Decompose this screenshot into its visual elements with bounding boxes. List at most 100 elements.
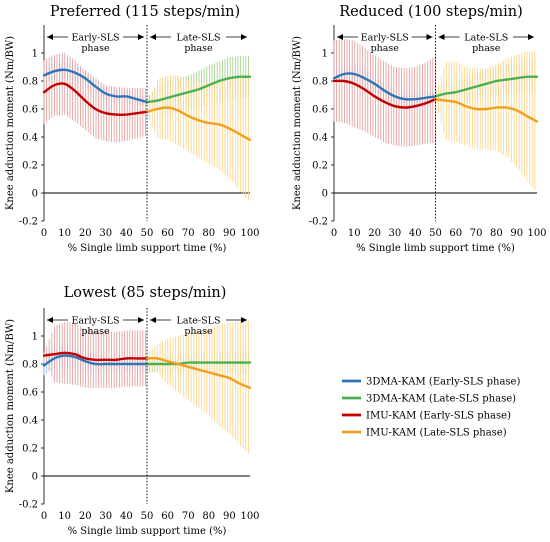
x-tick-label: 90	[223, 511, 236, 522]
x-tick-label: 10	[348, 228, 361, 239]
x-tick-label: 60	[161, 228, 174, 239]
chart-title: Lowest (85 steps/min)	[64, 285, 227, 301]
early-phase-label: phase	[81, 43, 110, 54]
chart-title: Preferred (115 steps/min)	[50, 4, 240, 20]
y-tick-label: -0.2	[19, 500, 38, 511]
x-tick-label: 40	[120, 511, 133, 522]
x-tick-label: 50	[141, 228, 154, 239]
x-tick-label: 70	[470, 228, 483, 239]
y-axis-label: Knee adduction moment (Nm/BW)	[5, 319, 16, 493]
x-tick-label: 70	[182, 228, 195, 239]
x-tick-label: 100	[240, 228, 259, 239]
x-tick-label: 80	[490, 228, 503, 239]
sd-band-series-3	[333, 39, 436, 147]
x-tick-label: 0	[41, 228, 47, 239]
early-phase-label: phase	[81, 326, 110, 337]
x-tick-label: 100	[240, 511, 259, 522]
chart-panel-1: Preferred (115 steps/min)-0.200.20.40.60…	[5, 4, 260, 254]
legend-entry: IMU-KAM (Late-SLS phase)	[366, 428, 507, 439]
x-tick-label: 50	[429, 228, 442, 239]
x-axis-label: % Single limb support time (%)	[68, 243, 227, 254]
mean-line-series-3	[42, 82, 149, 116]
x-tick-label: 10	[58, 228, 71, 239]
x-tick-label: 0	[331, 228, 337, 239]
x-tick-label: 70	[182, 511, 195, 522]
y-tick-label: 0.4	[22, 416, 38, 427]
y-axis-label: Knee adduction moment (Nm/BW)	[292, 36, 303, 210]
y-tick-label: 0	[32, 472, 38, 483]
chart-title: Reduced (100 steps/min)	[339, 4, 523, 20]
legend-entry: 3DMA-KAM (Late-SLS phase)	[366, 394, 516, 405]
y-tick-label: 0.4	[312, 133, 328, 144]
mean-line-series-3	[42, 351, 149, 362]
late-phase-arrow-right-head	[528, 34, 534, 40]
legend-entry: 3DMA-KAM (Early-SLS phase)	[366, 377, 520, 388]
x-axis-label: % Single limb support time (%)	[356, 243, 515, 254]
y-tick-label: 0.8	[312, 77, 328, 88]
y-tick-label: 0.6	[312, 105, 328, 116]
x-tick-label: 0	[41, 511, 47, 522]
x-tick-label: 30	[99, 228, 112, 239]
y-tick-label: -0.2	[309, 217, 328, 228]
early-phase-arrow-left-head	[337, 34, 343, 40]
y-tick-label: 0	[322, 189, 328, 200]
y-tick-label: 0.8	[22, 77, 38, 88]
mean-line-series-1	[332, 72, 437, 101]
late-phase-label: phase	[184, 326, 213, 337]
late-phase-label: Late-SLS	[177, 316, 221, 327]
x-tick-label: 100	[527, 228, 546, 239]
y-tick-label: 0.6	[22, 105, 38, 116]
x-tick-label: 80	[202, 228, 215, 239]
mean-line-series-2	[145, 361, 252, 366]
late-phase-arrow-right-head	[241, 317, 247, 323]
late-phase-arrow-left-head	[150, 34, 156, 40]
x-tick-label: 30	[389, 228, 402, 239]
x-tick-label: 20	[79, 228, 92, 239]
y-tick-label: 1	[32, 49, 38, 60]
x-tick-label: 60	[161, 511, 174, 522]
y-tick-label: 0.8	[22, 360, 38, 371]
x-tick-label: 10	[58, 511, 71, 522]
sd-band-series-4	[146, 75, 249, 201]
early-phase-label: Early-SLS	[361, 33, 409, 44]
mean-line-series-1	[42, 68, 149, 104]
mean-line-series-4	[145, 356, 252, 389]
early-phase-label: Early-SLS	[71, 33, 119, 44]
x-tick-label: 20	[368, 228, 381, 239]
y-tick-label: -0.2	[19, 217, 38, 228]
early-phase-arrow-left-head	[47, 34, 53, 40]
mean-line-series-4	[145, 106, 252, 141]
chart-panel-3: Lowest (85 steps/min)-0.200.20.40.60.810…	[5, 285, 260, 537]
x-tick-label: 30	[99, 511, 112, 522]
sd-band-series-4	[146, 320, 249, 454]
y-tick-label: 0.4	[22, 133, 38, 144]
x-tick-label: 90	[510, 228, 523, 239]
early-phase-label: phase	[371, 43, 400, 54]
x-tick-label: 40	[409, 228, 422, 239]
y-tick-label: 1	[32, 332, 38, 343]
late-phase-arrow-left-head	[150, 317, 156, 323]
x-tick-label: 90	[223, 228, 236, 239]
y-tick-label: 0	[32, 189, 38, 200]
early-phase-arrow-left-head	[47, 317, 53, 323]
late-phase-label: Late-SLS	[177, 33, 221, 44]
late-phase-label: phase	[472, 43, 501, 54]
x-tick-label: 40	[120, 228, 133, 239]
y-axis-label: Knee adduction moment (Nm/BW)	[5, 36, 16, 210]
mean-line-series-3	[332, 79, 437, 109]
late-phase-label: Late-SLS	[464, 33, 508, 44]
legend: 3DMA-KAM (Early-SLS phase) 3DMA-KAM (Late…	[342, 377, 520, 439]
mean-line-series-2	[434, 75, 539, 98]
late-phase-label: phase	[184, 43, 213, 54]
x-tick-label: 20	[79, 511, 92, 522]
x-tick-label: 80	[202, 511, 215, 522]
legend-entry: IMU-KAM (Early-SLS phase)	[366, 411, 511, 422]
early-phase-arrow-right-head	[138, 34, 144, 40]
y-tick-label: 0.2	[22, 161, 38, 172]
mean-line-series-1	[42, 354, 149, 367]
early-phase-arrow-right-head	[426, 34, 433, 40]
y-tick-label: 1	[322, 49, 328, 60]
late-phase-arrow-right-head	[241, 34, 247, 40]
x-axis-label: % Single limb support time (%)	[68, 526, 227, 537]
